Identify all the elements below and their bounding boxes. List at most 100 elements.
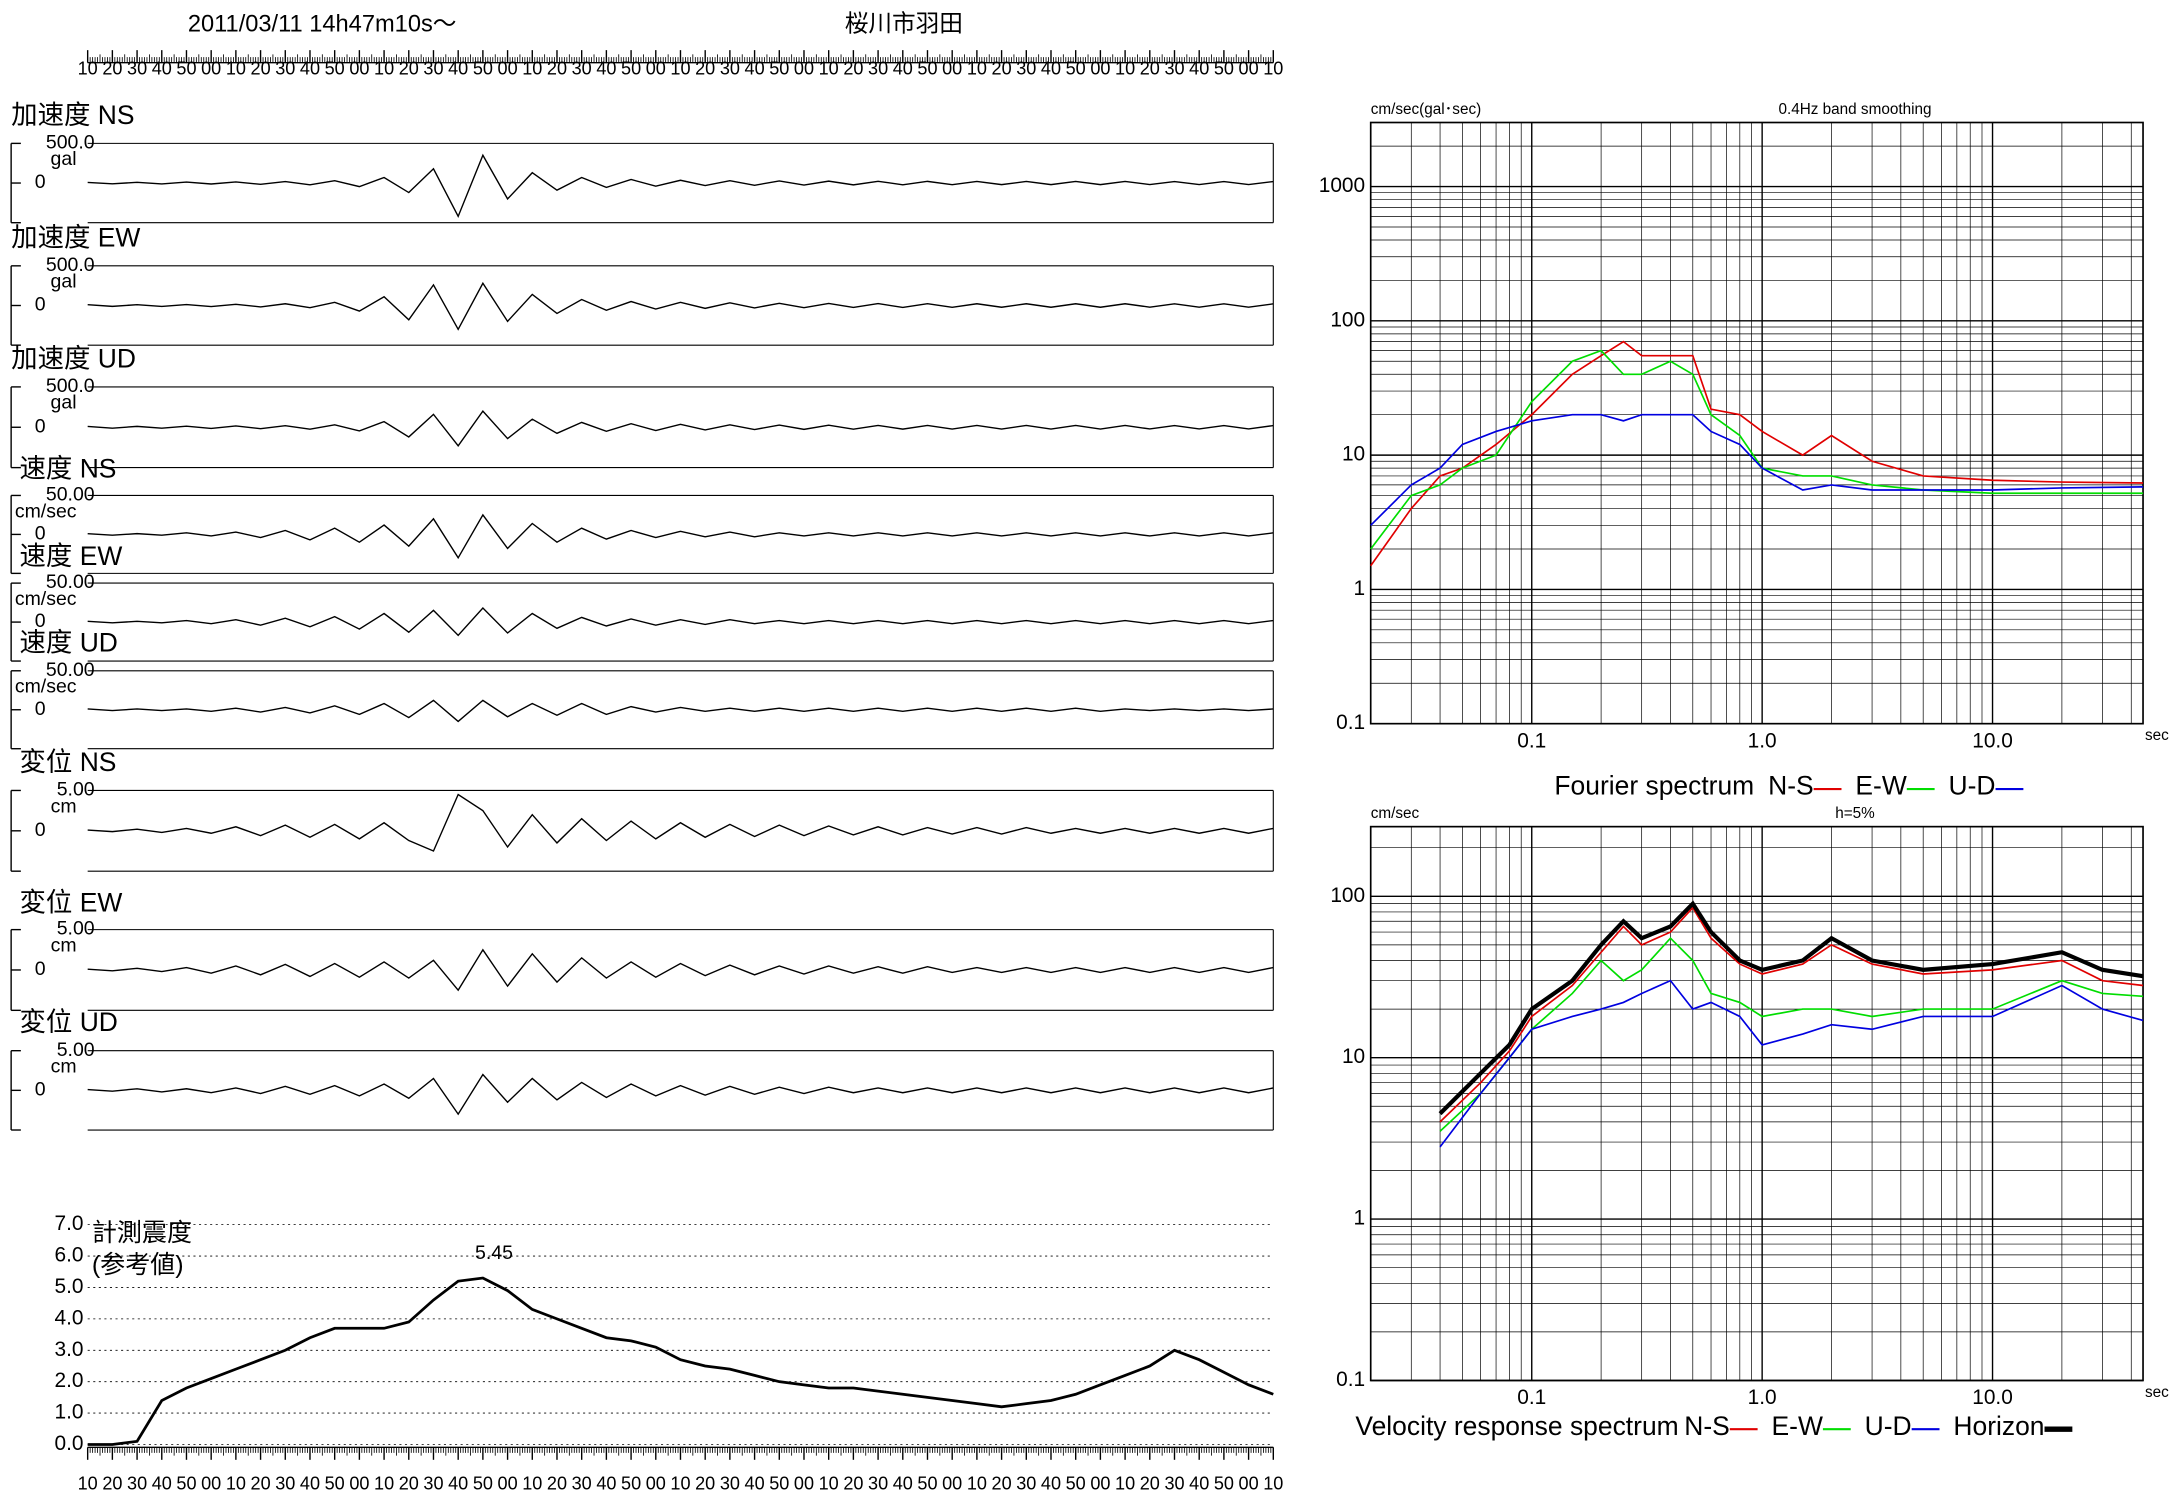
spectrum-line xyxy=(1370,413,2144,526)
y-tick-label: 500.0 xyxy=(46,132,95,154)
chart-subtitle: (参考値) xyxy=(92,1251,184,1279)
spectrum-line xyxy=(1370,340,2144,567)
time-axis-label: 40 xyxy=(448,58,468,78)
spectrum-line xyxy=(1438,900,2144,1116)
panel-title: 速度 UD xyxy=(19,627,117,657)
unit-label: cm/sec xyxy=(15,676,77,698)
time-axis-label: 10 xyxy=(78,1474,98,1494)
waveform xyxy=(87,153,1274,219)
time-axis-label: 20 xyxy=(399,58,419,78)
y-tick-label: 500.0 xyxy=(46,254,95,276)
time-axis-label: 40 xyxy=(596,1474,616,1494)
time-axis-label: 40 xyxy=(300,58,320,78)
legend-label: U-D xyxy=(1949,771,1996,801)
time-axis-label: 20 xyxy=(251,58,271,78)
legend-label: N-S xyxy=(1768,771,1814,801)
time-axis-label: 00 xyxy=(1239,1474,1259,1494)
y-tick-label: 2.0 xyxy=(54,1369,83,1392)
time-axis-label: 00 xyxy=(942,1474,962,1494)
time-axis-label: 30 xyxy=(1016,58,1036,78)
time-axis-label: 50 xyxy=(325,1474,345,1494)
time-axis-label: 00 xyxy=(942,58,962,78)
time-axis-label: 50 xyxy=(917,1474,937,1494)
waveform xyxy=(87,513,1274,560)
y-tick-label: 1 xyxy=(1354,577,1366,600)
y-tick-label: 0.1 xyxy=(1336,1368,1365,1391)
time-axis-label: 30 xyxy=(1164,58,1184,78)
time-axis-label: 20 xyxy=(992,58,1012,78)
time-axis-label: 10 xyxy=(819,1474,839,1494)
y-axis-label: cm/sec xyxy=(1371,805,1420,822)
time-axis-label: 40 xyxy=(596,58,616,78)
time-axis-label: 20 xyxy=(102,58,122,78)
waveform xyxy=(87,699,1274,723)
time-axis-label: 40 xyxy=(745,58,765,78)
y-axis-label: cm/sec(gal･sec) xyxy=(1371,101,1482,118)
panel-title: 加速度 NS xyxy=(11,100,134,130)
panel-title: 変位 EW xyxy=(19,888,122,918)
time-axis-label: 00 xyxy=(498,1474,518,1494)
time-axis-label: 40 xyxy=(1189,1474,1209,1494)
time-axis-label: 00 xyxy=(794,58,814,78)
y-tick-label: 3.0 xyxy=(54,1338,83,1361)
time-axis-label: 10 xyxy=(670,1474,690,1494)
y-tick-label: 10 xyxy=(1342,443,1365,466)
y-tick-label: 0.0 xyxy=(54,1432,83,1455)
y-tick-label: 1.0 xyxy=(54,1401,83,1424)
x-tick-label: 1.0 xyxy=(1748,1386,1777,1409)
y-tick-label: 0 xyxy=(35,171,46,193)
time-axis-label: 50 xyxy=(1214,58,1234,78)
legend-title: Fourier spectrum xyxy=(1554,771,1754,801)
time-axis-label: 40 xyxy=(448,1474,468,1494)
panel-title: 変位 UD xyxy=(19,1007,117,1037)
spectrum-line xyxy=(1439,979,2144,1148)
time-axis-label: 00 xyxy=(201,58,221,78)
time-axis-label: 20 xyxy=(843,58,863,78)
y-tick-label: 1 xyxy=(1354,1207,1366,1230)
panel-title: 速度 NS xyxy=(19,453,116,483)
legend-label: E-W xyxy=(1772,1411,1823,1441)
time-axis-label: 40 xyxy=(1189,58,1209,78)
time-axis-label: 40 xyxy=(893,58,913,78)
waveform xyxy=(87,793,1274,852)
y-tick-label: 5.0 xyxy=(54,1275,83,1298)
time-axis-label: 20 xyxy=(695,58,715,78)
time-axis-label: 10 xyxy=(819,58,839,78)
x-tick-label: 10.0 xyxy=(1972,1386,2013,1409)
y-tick-label: 100 xyxy=(1330,308,1365,331)
time-axis-label: 30 xyxy=(127,58,147,78)
time-axis-label: 50 xyxy=(176,58,196,78)
time-axis-label: 10 xyxy=(967,58,987,78)
time-axis-label: 00 xyxy=(201,1474,221,1494)
time-axis-label: 30 xyxy=(275,58,295,78)
y-tick-label: 0 xyxy=(35,294,46,316)
time-axis-label: 00 xyxy=(794,1474,814,1494)
time-axis-label: 30 xyxy=(720,1474,740,1494)
time-axis-label: 50 xyxy=(917,58,937,78)
y-tick-label: 0 xyxy=(35,523,46,545)
time-axis-label: 10 xyxy=(670,58,690,78)
time-axis-label: 50 xyxy=(621,1474,641,1494)
y-tick-label: 5.00 xyxy=(57,1039,95,1061)
time-axis-label: 00 xyxy=(646,58,666,78)
time-axis-label: 30 xyxy=(720,58,740,78)
time-axis-label: 40 xyxy=(745,1474,765,1494)
waveform xyxy=(87,281,1274,331)
time-axis-label: 50 xyxy=(325,58,345,78)
chart-subtitle: h=5% xyxy=(1835,805,1875,822)
y-tick-label: 50.00 xyxy=(46,484,95,506)
time-axis-label: 10 xyxy=(1263,58,1283,78)
x-tick-label: 0.1 xyxy=(1517,1386,1546,1409)
spectrum-line xyxy=(1439,906,2144,1123)
time-axis-label: 20 xyxy=(251,1474,271,1494)
time-axis-label: 40 xyxy=(152,1474,172,1494)
frame xyxy=(1369,121,2144,725)
time-axis-label: 30 xyxy=(572,58,592,78)
y-tick-label: 500.0 xyxy=(46,375,95,397)
time-axis-label: 50 xyxy=(473,58,493,78)
station-name: 桜川市羽田 xyxy=(845,10,963,37)
waveform xyxy=(87,607,1274,637)
time-axis-label: 50 xyxy=(1066,1474,1086,1494)
time-axis-label: 20 xyxy=(102,1474,122,1494)
